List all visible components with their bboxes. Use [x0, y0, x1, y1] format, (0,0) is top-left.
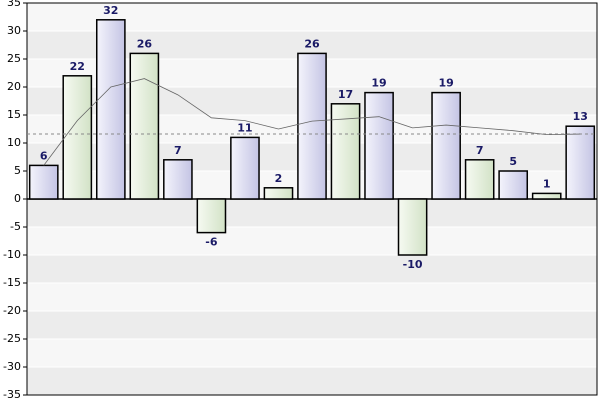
y-tick-label: 0 — [14, 192, 21, 205]
grid-band — [27, 283, 597, 311]
y-tick-label: 10 — [7, 136, 21, 149]
value-label: 26 — [137, 37, 153, 50]
y-tick-label: 35 — [7, 0, 21, 9]
y-tick-label: 5 — [14, 164, 21, 177]
y-tick-label: 15 — [7, 108, 21, 121]
marks: 6 22 32 26 7 -6 11 2 26 17 19 -10 19 7 5 1 13 — [27, 4, 597, 271]
bar — [28, 164, 59, 200]
value-label: 2 — [275, 172, 283, 185]
y-tick-label: 25 — [7, 52, 21, 65]
trend-line — [43, 78, 581, 166]
grid-band — [27, 227, 597, 255]
grid-band — [27, 339, 597, 367]
value-label: 7 — [476, 144, 484, 157]
value-label: 32 — [103, 4, 118, 17]
bar — [297, 52, 327, 200]
bar — [196, 198, 227, 234]
bar — [498, 170, 529, 200]
y-tick-label: -25 — [3, 332, 21, 345]
value-label: 26 — [304, 37, 320, 50]
bar — [565, 125, 596, 200]
value-label: 5 — [509, 155, 517, 168]
y-tick-label: -15 — [3, 276, 21, 289]
bar — [129, 52, 160, 200]
grid-band — [27, 199, 597, 227]
value-label: 19 — [438, 77, 453, 90]
value-label: 6 — [40, 149, 48, 162]
y-tick-label: -10 — [3, 248, 21, 261]
y-tick-label: 30 — [7, 24, 21, 37]
value-label: 22 — [70, 60, 85, 73]
bar — [397, 198, 428, 256]
bar — [431, 91, 461, 200]
bar — [163, 159, 193, 200]
y-tick-label: -20 — [3, 304, 21, 317]
value-label: 13 — [573, 110, 588, 123]
bar — [263, 187, 294, 200]
value-label: 1 — [543, 177, 551, 190]
y-tick-label: -5 — [10, 220, 21, 233]
value-label: 7 — [174, 144, 182, 157]
value-label: 19 — [371, 77, 386, 90]
y-tick-label: -35 — [3, 388, 21, 400]
value-label: -10 — [403, 258, 423, 271]
bar — [230, 136, 260, 200]
value-label: 11 — [237, 121, 252, 134]
bar — [531, 192, 562, 200]
grid-band — [27, 311, 597, 339]
grid-band — [27, 367, 597, 395]
plot-border — [26, 2, 598, 396]
grid-band — [27, 255, 597, 283]
bar — [62, 75, 93, 200]
bar — [364, 91, 394, 200]
value-label: 17 — [338, 88, 353, 101]
bar — [95, 19, 126, 200]
y-tick-label: -30 — [3, 360, 21, 373]
y-tick-label: 20 — [7, 80, 21, 93]
value-label: -6 — [205, 236, 218, 249]
bar — [464, 159, 495, 200]
